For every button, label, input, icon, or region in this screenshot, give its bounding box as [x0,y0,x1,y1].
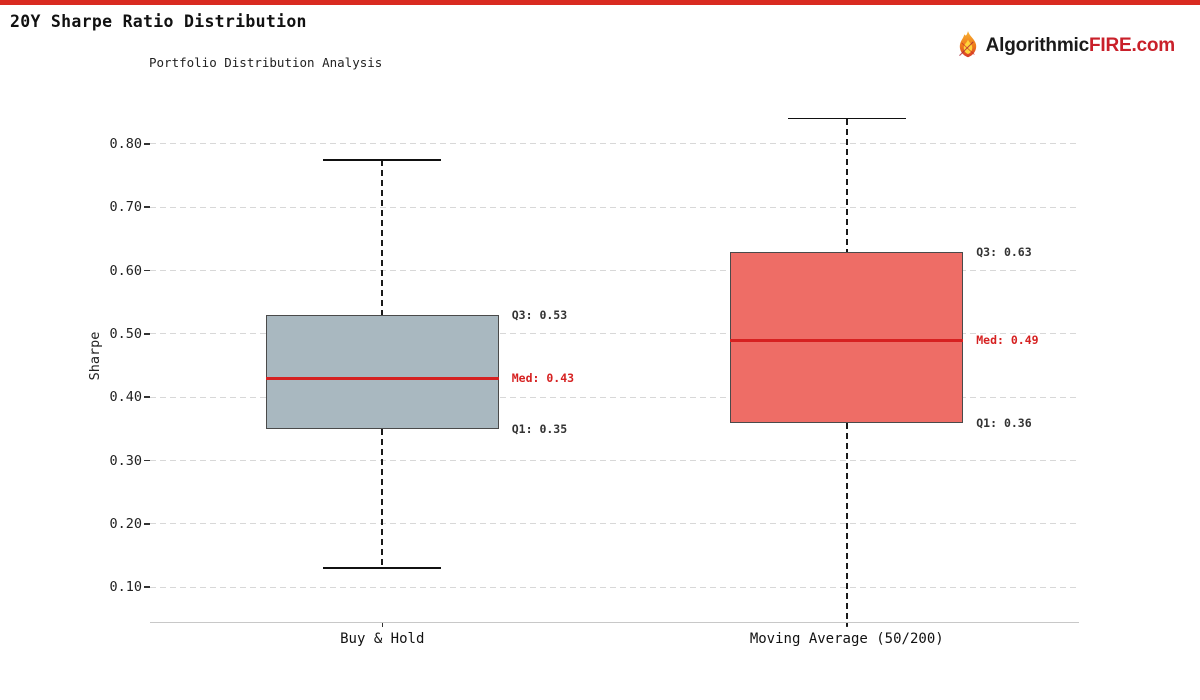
box-iqr [265,314,499,429]
y-tick-label: 0.40 [109,389,142,406]
q3-annotation: Q3: 0.53 [511,307,568,322]
brand-logo[interactable]: AlgorithmicFIRE.com [955,30,1175,62]
x-axis-line [150,622,1079,623]
lower-whisker-clipped [845,422,848,626]
upper-whisker-cap [787,117,906,120]
y-gridline [150,206,1079,208]
lower-whisker [381,428,384,569]
upper-whisker-cap [323,158,442,161]
y-tick-mark [144,523,150,525]
flame-icon [955,30,981,62]
y-tick-label: 0.80 [109,135,142,152]
x-tick-label: Buy & Hold [340,631,425,647]
y-tick-mark [144,206,150,208]
median-annotation: Med: 0.49 [976,333,1039,348]
chart-subtitle: Portfolio Distribution Analysis [149,55,383,70]
x-tick-label: Moving Average (50/200) [749,631,944,647]
y-tick-label: 0.20 [109,515,142,532]
q1-annotation: Q1: 0.36 [976,415,1032,430]
lower-whisker-cap [323,567,442,569]
y-gridline [150,523,1079,525]
box-iqr [730,251,964,423]
y-tick-mark [144,459,150,462]
y-tick-mark [144,333,150,335]
median-annotation: Med: 0.43 [511,371,575,386]
y-gridline [150,586,1079,588]
y-gridline [150,333,1079,335]
brand-name-black: Algorithmic [985,35,1090,56]
q1-annotation: Q1: 0.35 [511,421,568,436]
median-line [265,376,499,380]
y-tick-label: 0.30 [109,452,142,469]
top-accent-bar [0,0,1200,5]
x-tick-mark [381,622,383,627]
y-gridline [150,396,1079,398]
y-gridline [150,460,1079,462]
y-tick-label: 0.60 [109,262,142,279]
q3-annotation: Q3: 0.63 [976,244,1032,259]
y-tick-mark [144,269,150,272]
brand-tld: .com [1131,35,1175,56]
upper-whisker [381,159,384,315]
y-tick-mark [144,586,150,588]
page-title: 20Y Sharpe Ratio Distribution [10,12,307,31]
upper-whisker [845,118,848,252]
y-gridline [150,270,1079,272]
y-gridline [150,143,1079,145]
y-tick-label: 0.10 [109,579,142,596]
median-line [730,338,964,342]
brand-name-red: FIRE [1088,35,1132,56]
y-tick-mark [144,143,150,145]
y-tick-label: 0.50 [109,325,142,342]
y-tick-label: 0.70 [109,199,142,216]
y-tick-mark [144,396,150,398]
